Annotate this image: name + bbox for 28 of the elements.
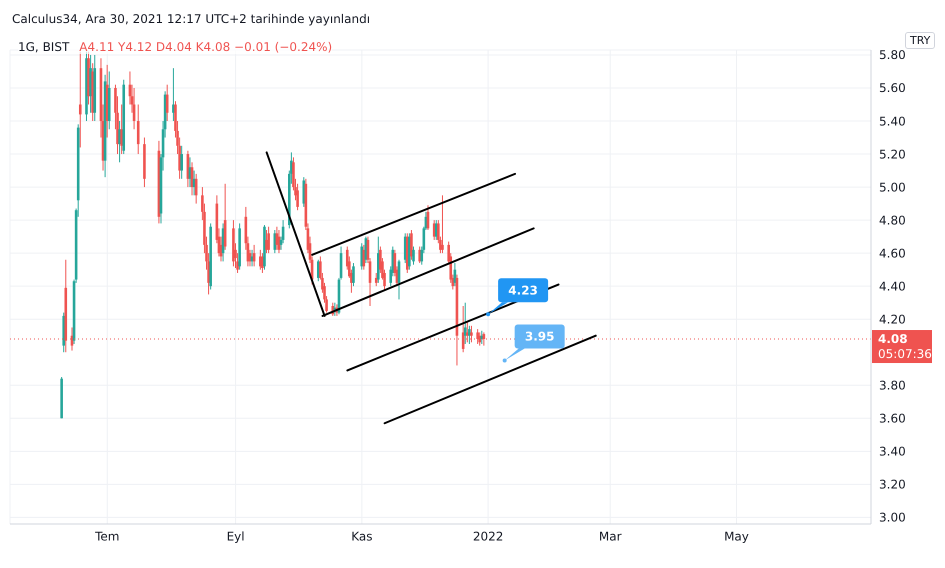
x-tick-label: Kas [351, 530, 372, 544]
x-tick-label: Mar [598, 530, 622, 544]
y-tick-label: 5.40 [879, 114, 906, 128]
y-tick-label: 3.80 [879, 378, 906, 393]
chart-subtitle: A4.11 Y4.12 D4.04 K4.08 −0.01 (−0.24%) [79, 40, 332, 54]
y-tick-label: 3.40 [879, 444, 906, 459]
y-tick-label: 3.60 [879, 412, 906, 426]
text: TRY [905, 32, 936, 49]
y-tick-label: 4.80 [879, 213, 906, 228]
chart-title: 1G, BIST [18, 40, 70, 54]
y-tick-label: 4.20 [879, 312, 906, 326]
x-tick-label: 2022 [472, 530, 504, 544]
annotation: 3.95 [524, 329, 554, 344]
y-tick-label: 3.20 [879, 478, 906, 492]
y-tick-label: 5.80 [879, 48, 906, 62]
text: 05:07:36 [878, 347, 932, 362]
ref-line-label: 4.08 [878, 332, 908, 346]
y-tick-label: 3.00 [879, 510, 906, 525]
x-tick-label: Eyl [226, 530, 245, 544]
x-tick-label: May [724, 530, 749, 544]
y-tick-label: 5.20 [879, 147, 906, 162]
y-tick-label: 5.00 [879, 180, 906, 194]
annotation: 4.23 [508, 283, 538, 298]
y-tick-label: 5.60 [879, 81, 906, 96]
x-tick-label: Tem [94, 530, 120, 544]
y-tick-label: 4.40 [879, 279, 906, 294]
text: Calculus34, Ara 30, 2021 12:17 UTC+2 tarihinde yayınlandı [11, 11, 372, 28]
y-tick-label: 4.60 [879, 246, 906, 260]
